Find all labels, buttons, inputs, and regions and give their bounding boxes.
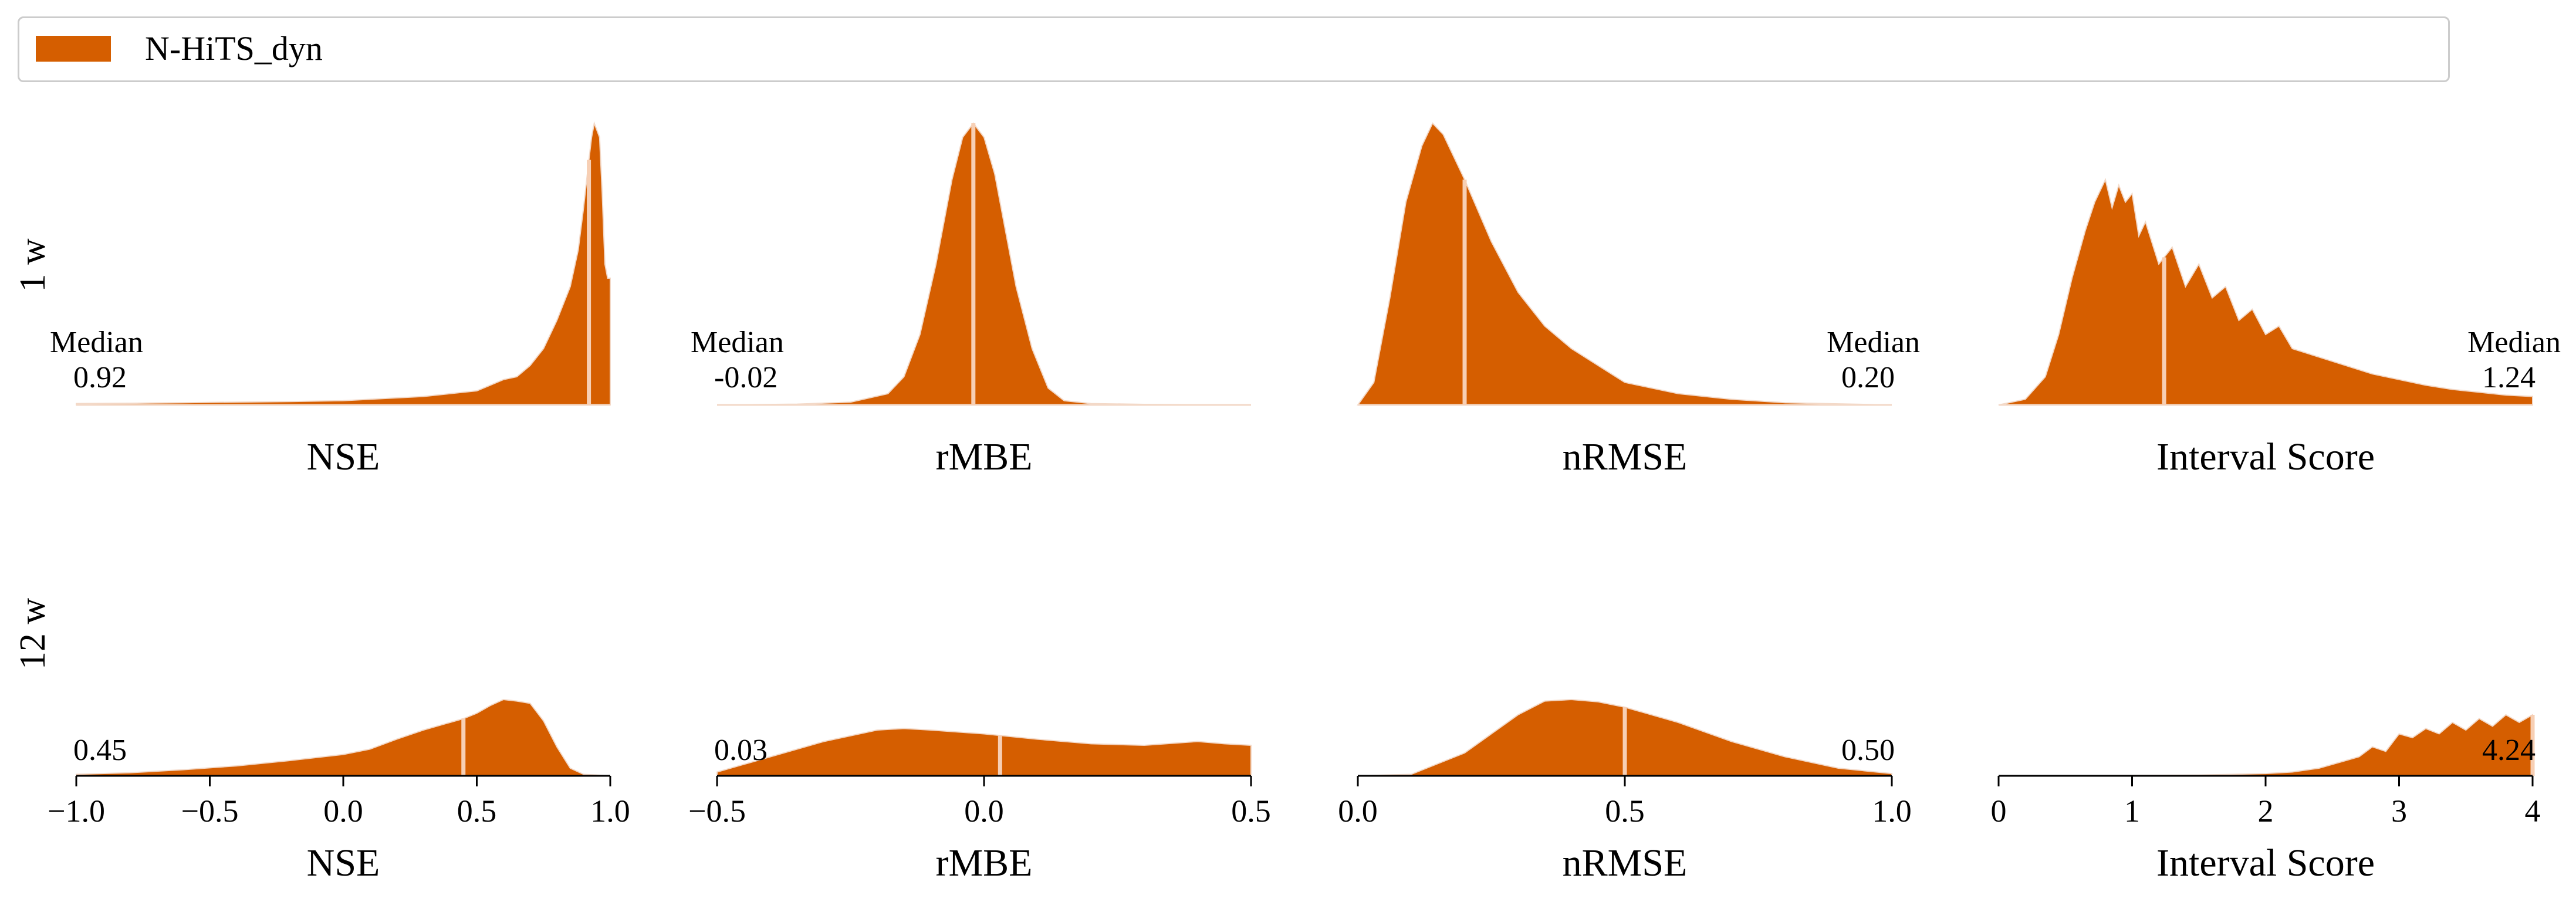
median-word: Median [691, 326, 784, 359]
median-value: 4.24 [2482, 734, 2536, 767]
x-tick-label: 0.5 [1605, 793, 1645, 829]
density-area [1998, 714, 2533, 776]
x-tick-label: −0.5 [688, 793, 746, 829]
x-tick-label: −0.5 [181, 793, 239, 829]
median-word: Median [50, 326, 143, 359]
legend: N-HiTS_dyn [18, 16, 2450, 82]
panel-12w-rmbe: 0.03 −0.5 0.0 0.5 rMBE [688, 728, 1271, 884]
density-area [716, 122, 1252, 406]
median-value: 0.03 [714, 734, 768, 767]
x-tick-label: 1 [2124, 793, 2140, 829]
row-label: 12 w [13, 598, 53, 670]
x-axis-label: rMBE [936, 435, 1033, 478]
median-value: -0.02 [714, 361, 777, 394]
x-tick-label: 0.0 [964, 793, 1004, 829]
x-tick-label: 0.0 [323, 793, 363, 829]
panel-12w-nse: 0.45 −1.0 −0.5 0.0 0.5 1.0 NSE [48, 698, 630, 884]
median-word: Median [1827, 326, 1920, 359]
x-axis-label: nRMSE [1563, 842, 1688, 884]
legend-label: N-HiTS_dyn [145, 29, 323, 67]
x-tick-label: −1.0 [48, 793, 105, 829]
x-axis-label: Interval Score [2156, 435, 2375, 478]
median-value: 0.45 [73, 734, 127, 767]
density-area [1998, 177, 2533, 406]
median-value: 1.24 [2482, 361, 2536, 394]
x-axis-label: NSE [307, 435, 380, 478]
x-axis-label: Interval Score [2156, 842, 2375, 884]
row-label: 1 w [13, 238, 53, 292]
panel-12w-nrmse: 0.50 0.0 0.5 1.0 nRMSE [1338, 698, 1912, 884]
x-tick-label: 0.5 [1231, 793, 1271, 829]
density-area [1357, 122, 1892, 406]
density-area [716, 728, 1252, 776]
legend-swatch [36, 36, 111, 62]
x-tick-label: 0 [1991, 793, 2007, 829]
x-axis-label: NSE [307, 842, 380, 884]
x-tick-label: 1.0 [590, 793, 630, 829]
x-tick-label: 3 [2391, 793, 2407, 829]
x-tick-label: 2 [2258, 793, 2274, 829]
density-area [76, 121, 611, 406]
x-tick-label: 0.0 [1338, 793, 1378, 829]
x-tick-label: 4 [2525, 793, 2541, 829]
x-tick-label: 1.0 [1872, 793, 1912, 829]
panel-12w-interval-score: 4.24 0 1 2 3 4 Interval Score [1991, 714, 2541, 884]
median-value: 0.50 [1841, 734, 1895, 767]
x-axis-label: nRMSE [1563, 435, 1688, 478]
median-value: 0.20 [1841, 361, 1895, 394]
median-word: Median [2467, 326, 2561, 359]
x-axis-label: rMBE [936, 842, 1033, 884]
panel-1w-rmbe: Median-0.02 rMBE [691, 122, 1252, 478]
x-tick-label: 0.5 [457, 793, 497, 829]
median-value: 0.92 [73, 361, 127, 394]
density-area [76, 698, 611, 776]
